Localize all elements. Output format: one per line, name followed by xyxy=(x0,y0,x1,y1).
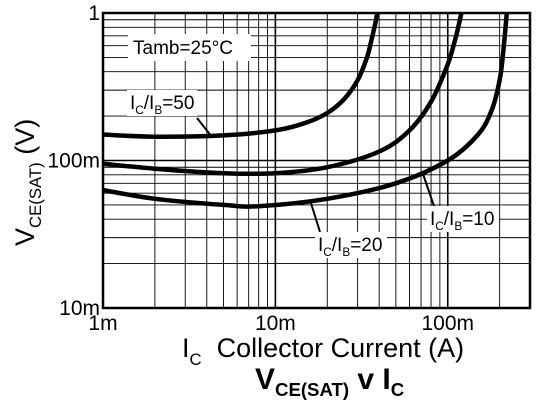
series-line-2 xyxy=(102,12,510,209)
curves xyxy=(102,12,510,209)
chart-title: VCE(SAT) v IC xyxy=(255,363,404,400)
leader-line-ic-ib-50 xyxy=(196,117,213,138)
x-axis-title: IC Collector Current (A) xyxy=(182,333,464,369)
y-tick-label: 100m xyxy=(47,150,100,173)
x-tick-label: 10m xyxy=(255,312,296,335)
series-line-1 xyxy=(102,12,464,177)
ic-ib-50-label-bg xyxy=(127,90,197,116)
temperature-label-bg xyxy=(128,34,251,61)
series-line-0 xyxy=(102,12,380,139)
annotations: Tamb=25°C IC/IB=50 IC/IB=20 IC/IB=10 xyxy=(127,34,499,259)
x-tick-label: 1m xyxy=(88,312,117,335)
ic-ib-10-label-bg xyxy=(427,206,499,232)
temperature-label: Tamb=25°C xyxy=(133,38,233,59)
y-axis-title: VCE(SAT) (V) xyxy=(10,119,45,246)
y-tick-label: 1 xyxy=(88,2,100,25)
ic-ib-10-label: IC/IB=10 xyxy=(430,209,494,233)
ic-ib-20-label: IC/IB=20 xyxy=(318,235,382,259)
x-tick-label: 100m xyxy=(421,312,474,335)
y-tick-label: 10m xyxy=(59,297,100,320)
ic-ib-50-label: IC/IB=50 xyxy=(130,93,194,117)
leader-line-ic-ib-20 xyxy=(309,199,321,233)
plot-frame xyxy=(101,11,532,310)
ic-ib-20-label-bg xyxy=(315,232,387,258)
leader-line-ic-ib-10 xyxy=(421,170,437,213)
